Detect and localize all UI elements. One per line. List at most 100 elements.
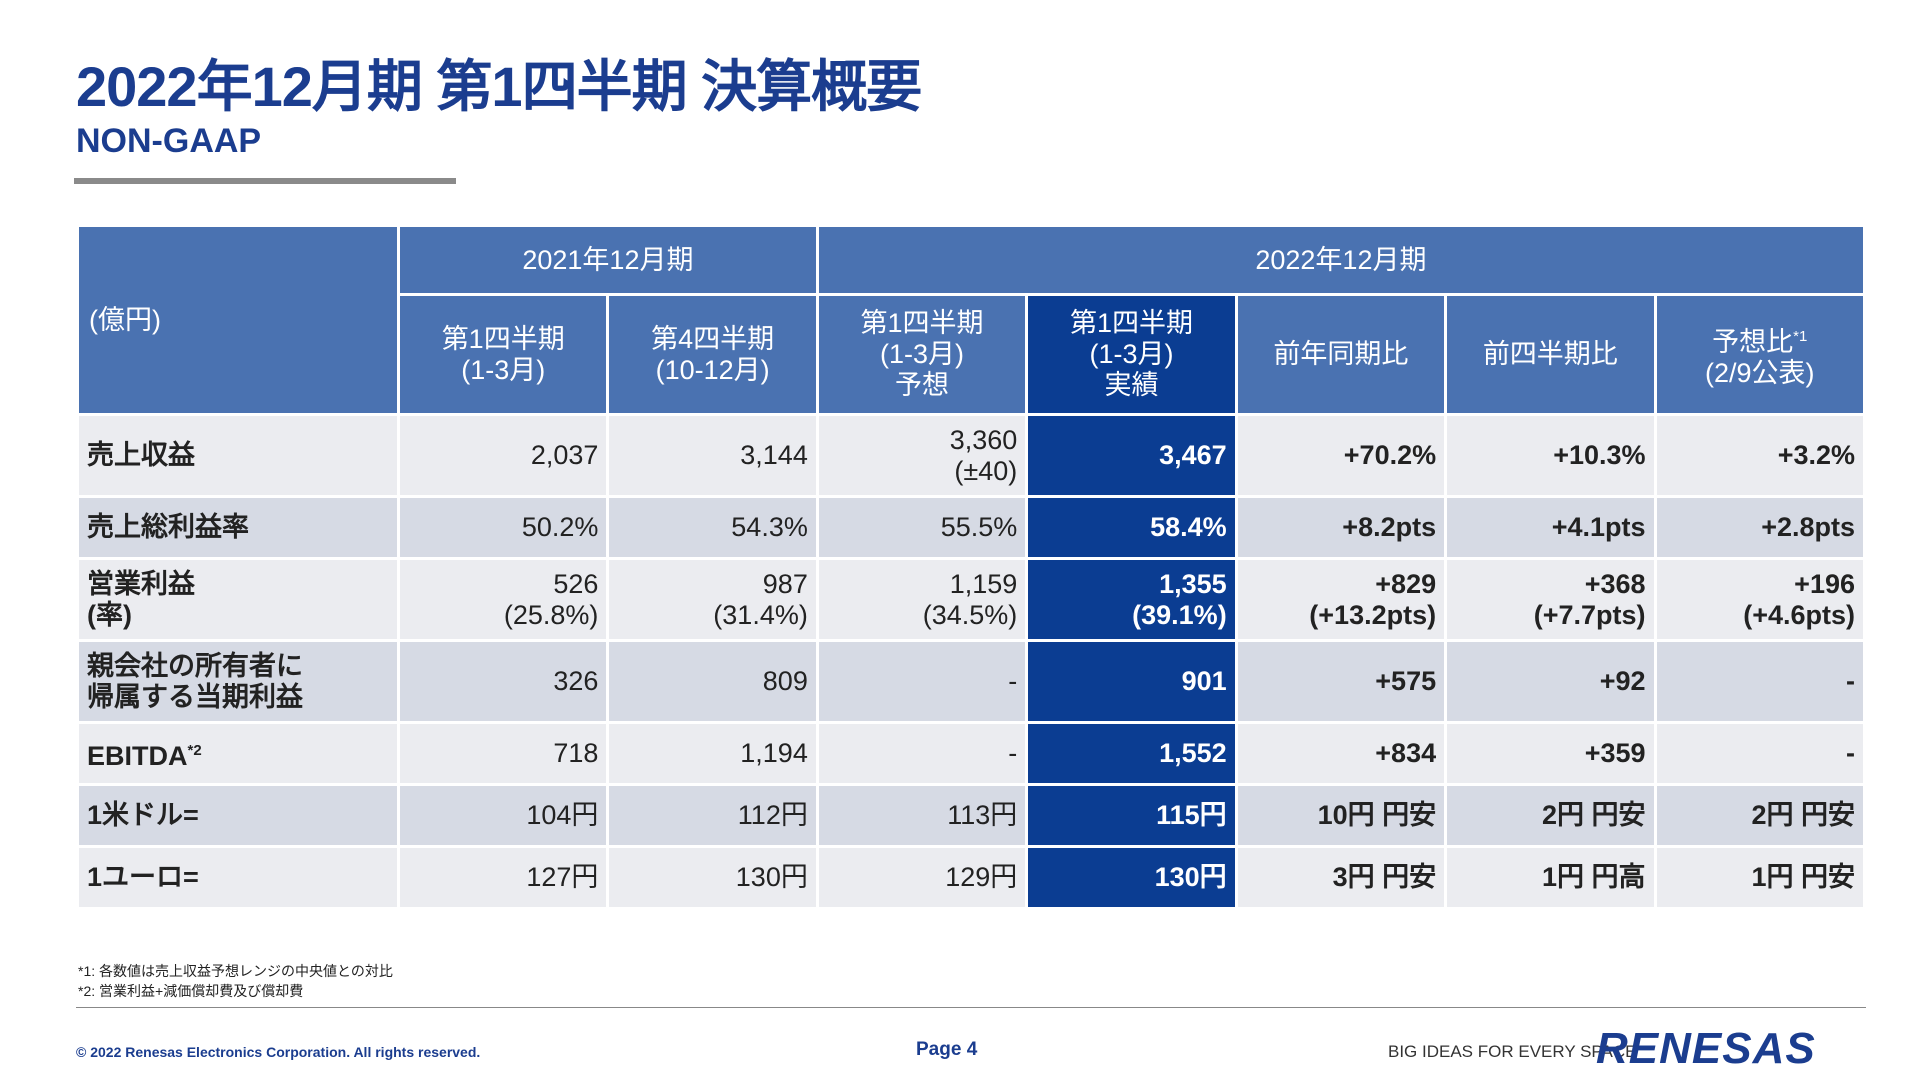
- table-cell: 127円: [396, 845, 610, 910]
- column-header-line: 前年同期比: [1246, 339, 1436, 370]
- cell-text: 2,037: [530, 440, 599, 470]
- column-header: 第1四半期 (1-3月) 予想: [815, 293, 1029, 416]
- cell-text: 112円: [737, 800, 808, 830]
- cell-text: 129円: [945, 862, 1018, 892]
- column-header: 予想比*1 (2/9公表): [1653, 293, 1867, 416]
- row-label: EBITDA*2: [76, 721, 400, 786]
- page-number: Page 4: [916, 1039, 978, 1060]
- table-cell: 2円 円安: [1653, 783, 1867, 848]
- cell-text: (+4.6pts): [1743, 599, 1855, 630]
- cell-text: 987: [762, 568, 808, 599]
- cell-text: 1,194: [740, 738, 808, 768]
- cell-text: (31.4%): [713, 599, 808, 630]
- table-cell: 1円 円安: [1653, 845, 1867, 910]
- cell-text: (+13.2pts): [1309, 599, 1437, 630]
- cell-text: +575: [1375, 666, 1437, 696]
- row-label-text: 売上総利益率: [87, 512, 249, 542]
- cell-text: 50.2%: [521, 512, 599, 542]
- column-header-line: 第1四半期: [1036, 308, 1226, 339]
- cell-text: +92: [1599, 666, 1646, 696]
- table-cell: +2.8pts: [1653, 495, 1867, 560]
- cell-text: +10.3%: [1553, 440, 1646, 470]
- table-cell: 3,360 (±40): [815, 413, 1029, 498]
- table-cell: 987 (31.4%): [606, 557, 819, 642]
- cell-text: +196: [1794, 568, 1855, 599]
- table-cell: 1,355 (39.1%): [1025, 557, 1238, 642]
- column-header-line: 実績: [1036, 370, 1226, 401]
- row-label-line: 営業利益: [87, 569, 389, 600]
- cell-text: 1円 円安: [1751, 862, 1855, 892]
- cell-text: +359: [1584, 738, 1646, 768]
- cell-text: 809: [762, 666, 808, 696]
- cell-text: 104円: [526, 800, 599, 830]
- cell-text: 3,467: [1159, 440, 1227, 470]
- cell-text: +834: [1375, 738, 1437, 768]
- row-label: 1ユーロ=: [76, 845, 400, 910]
- table-cell: 130円: [1025, 845, 1238, 910]
- column-header-text: (1-3月): [880, 339, 965, 369]
- group-header: 2022年12月期: [815, 224, 1867, 296]
- cell-text: 10円 円安: [1317, 800, 1437, 830]
- cell-text: +2.8pts: [1761, 512, 1855, 542]
- footnotes: *1: 各数値は売上収益予想レンジの中央値との対比 *2: 営業利益+減価償却費及…: [78, 961, 393, 1001]
- column-header-line: 第4四半期: [617, 324, 807, 355]
- cell-text: 718: [553, 738, 599, 768]
- cell-text: +368: [1584, 568, 1646, 599]
- row-label: 売上収益: [76, 413, 400, 498]
- cell-text: (34.5%): [922, 599, 1018, 630]
- table-row: 1米ドル= 104円 112円 113円 115円 10円 円安 2円 円安 2円 円安: [76, 783, 1867, 848]
- table-cell: +368 (+7.7pts): [1444, 557, 1657, 642]
- row-label-line: 売上収益: [87, 440, 389, 471]
- cell-text: (25.8%): [503, 599, 599, 630]
- table-cell: +834: [1234, 721, 1448, 786]
- cell-text: 1,552: [1159, 738, 1227, 768]
- group-text: 2021年12月期: [522, 244, 694, 275]
- table-cell: 115円: [1025, 783, 1238, 848]
- column-header-row: 第1四半期 (1-3月) 第4四半期 (10-12月) 第1四半期 (1-3月) 予想 第1四…: [78, 293, 1867, 416]
- row-label-text: EBITDA: [87, 741, 188, 771]
- table-cell: -: [815, 721, 1029, 786]
- table-cell: 2円 円安: [1444, 783, 1657, 848]
- cell-text: 1円 円高: [1542, 862, 1646, 892]
- row-label-line: 1ユーロ=: [87, 862, 389, 893]
- column-header-text: 第1四半期: [860, 308, 984, 338]
- row-label-text: 営業利益: [87, 568, 195, 599]
- table-cell: 54.3%: [606, 495, 819, 560]
- table-cell: 718: [396, 721, 610, 786]
- cell-text: 526: [553, 568, 599, 599]
- cell-text: -: [1008, 666, 1018, 696]
- table-row: 売上収益 2,037 3,144 3,360 (±40) 3,467 +70.2% +10.3…: [76, 413, 1867, 498]
- column-header-line: 第1四半期: [408, 324, 598, 355]
- row-label-text: 帰属する当期利益: [87, 681, 303, 712]
- cell-text: 58.4%: [1150, 512, 1227, 542]
- column-header-line: 予想: [827, 370, 1017, 401]
- column-header: 前年同期比: [1234, 293, 1448, 416]
- unit-text: (億円): [89, 304, 161, 335]
- cell-text: 3,360: [949, 424, 1018, 455]
- cell-text: -: [1846, 738, 1855, 768]
- table-cell: +196 (+4.6pts): [1653, 557, 1867, 642]
- table-cell: +3.2%: [1653, 413, 1867, 498]
- table-cell: 3,144: [606, 413, 819, 498]
- note-mark: *1: [1793, 327, 1808, 345]
- column-header-text: (1-3月): [461, 354, 546, 385]
- column-header-text: (10-12月): [655, 354, 770, 385]
- copyright: © 2022 Renesas Electronics Corporation. …: [76, 1044, 481, 1060]
- row-label-line: 親会社の所有者に: [87, 651, 389, 682]
- subtitle: NON-GAAP: [76, 122, 262, 160]
- cell-text: 1,355: [1159, 568, 1227, 599]
- cell-text: 3,144: [740, 440, 808, 470]
- table-cell: 129円: [815, 845, 1029, 910]
- table-cell: +575: [1234, 639, 1448, 724]
- column-header-line: 予想比*1: [1665, 321, 1855, 358]
- column-header: 第1四半期 (1-3月) 実績: [1025, 293, 1238, 416]
- group-header: 2021年12月期: [397, 224, 819, 296]
- column-header-line: (1-3月): [1036, 339, 1226, 370]
- cell-text: 2円 円安: [1751, 800, 1855, 830]
- cell-text: -: [1008, 738, 1018, 768]
- footer-rule: [76, 1007, 1866, 1008]
- row-label-text: 親会社の所有者に: [87, 650, 303, 681]
- cell-text: +8.2pts: [1342, 512, 1437, 542]
- row-label-line: 売上総利益率: [87, 512, 389, 543]
